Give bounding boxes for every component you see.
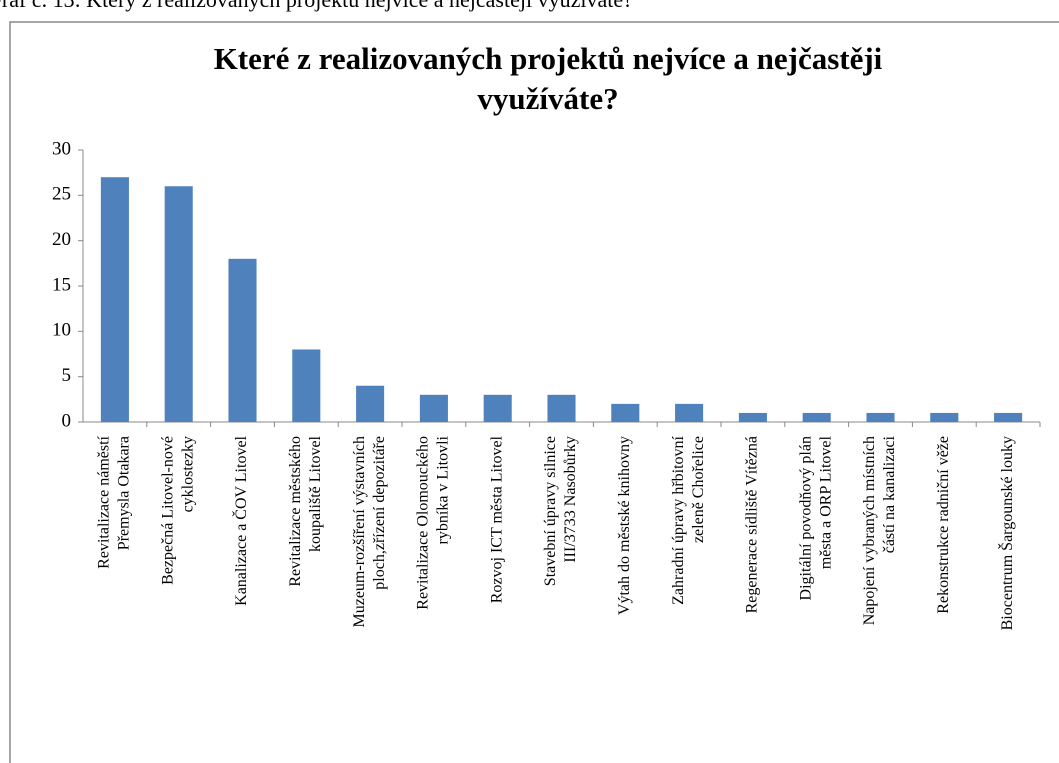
x-tick-label: Digitální povodňový plán bbox=[797, 436, 814, 600]
x-tick-label: částí na kanalizaci bbox=[881, 435, 898, 553]
x-tick-label: ploch,zřízení depozitáře bbox=[371, 436, 388, 590]
y-tick-label: 15 bbox=[52, 274, 71, 295]
bar bbox=[356, 385, 385, 422]
x-tick-label: Revitalizace městského bbox=[287, 436, 304, 587]
x-tick-label: Muzeum-rozšíření výstavních bbox=[351, 436, 368, 628]
x-tick-label: Stavební úpravy silnice bbox=[542, 436, 559, 586]
chart-title: Které z realizovaných projektů nejvíce a… bbox=[214, 41, 883, 76]
bar bbox=[738, 412, 767, 422]
x-tick-label: Výtah do městské knihovny bbox=[616, 436, 633, 615]
bar bbox=[292, 349, 321, 422]
x-tick-label: Regenerace sídliště Vítězná bbox=[744, 436, 761, 613]
x-tick-label: Bezpečná Litovel-nové bbox=[159, 436, 176, 585]
chart-border bbox=[9, 21, 1059, 763]
x-tick-label: Přemysla Otakara bbox=[116, 436, 133, 550]
x-tick-label: města a ORP Litovel bbox=[817, 435, 834, 569]
y-tick-label: 0 bbox=[62, 410, 72, 431]
bar bbox=[802, 412, 831, 422]
x-tick-label: Revitalizace náměstí bbox=[96, 435, 113, 568]
bar bbox=[866, 412, 895, 422]
x-tick-label: Rozvoj ICT města Litovel bbox=[488, 435, 505, 603]
x-tick-label: Rekonstrukce radniční věže bbox=[935, 436, 952, 614]
bar bbox=[611, 403, 640, 422]
bar bbox=[164, 186, 193, 422]
x-tick-label: Biocentrum Šargounské louky bbox=[997, 436, 1016, 630]
x-tick-label: koupaliště Litovel bbox=[307, 435, 324, 552]
caption: Graf č. 13: Který z realizovaných projek… bbox=[0, 0, 633, 12]
y-tick-label: 25 bbox=[52, 184, 71, 205]
x-tick-label: III/3733 Nasobůrky bbox=[562, 436, 579, 563]
bar bbox=[483, 394, 512, 422]
y-tick-label: 10 bbox=[52, 320, 71, 341]
y-tick-label: 30 bbox=[52, 138, 71, 159]
bar bbox=[100, 177, 129, 422]
bar bbox=[930, 412, 959, 422]
x-tick-label: cyklostezky bbox=[179, 436, 196, 512]
x-tick-label: zeleně Chořelice bbox=[690, 436, 707, 543]
x-tick-label: rybníka v Litovli bbox=[435, 435, 452, 544]
x-tick-label: Zahradní úpravy hřbitovní bbox=[670, 435, 687, 604]
bar bbox=[228, 258, 257, 422]
x-tick-label: Napojení vybraných místních bbox=[861, 436, 878, 625]
y-tick-label: 20 bbox=[52, 229, 71, 250]
chart-title: využíváte? bbox=[477, 81, 618, 116]
x-tick-label: Kanalizace a ČOV Litovel bbox=[231, 435, 250, 605]
y-tick-label: 5 bbox=[62, 365, 72, 386]
bar bbox=[675, 403, 704, 422]
x-tick-label: Revitalizace Olomouckého bbox=[415, 436, 432, 610]
bar bbox=[994, 412, 1023, 422]
bar bbox=[419, 394, 448, 422]
bar bbox=[547, 394, 576, 422]
